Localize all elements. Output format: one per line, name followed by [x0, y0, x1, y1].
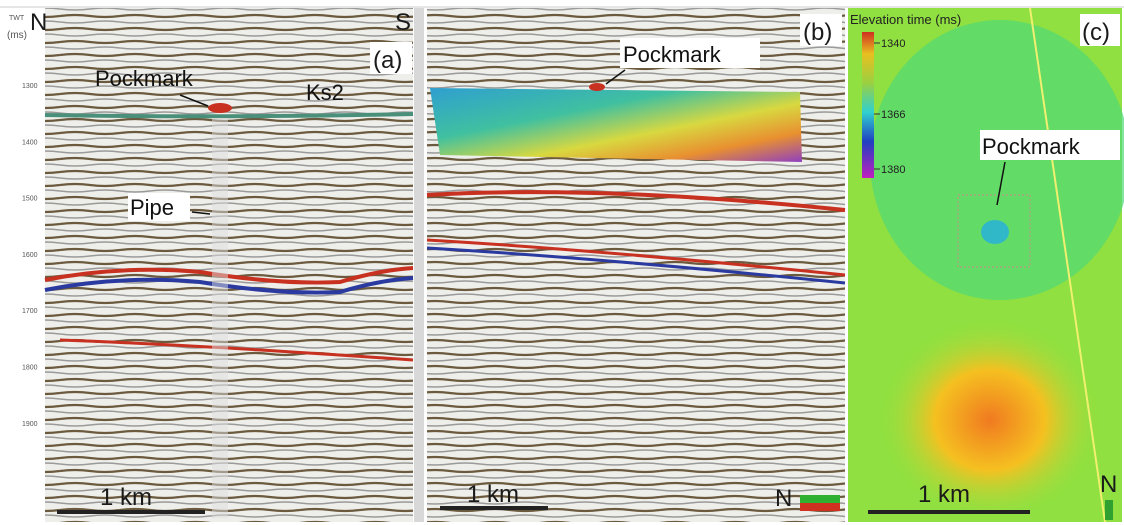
- panel-c: Elevation time (ms) 1340 1366 1380 (c) Poc…: [848, 8, 1124, 522]
- page: {"panel_a": {"axis_title_line1": "TWT", …: [0, 0, 1124, 525]
- axis-ticks: 1300 1400 1500 1600 1700 1800 1900: [22, 83, 38, 428]
- axis-title: (ms): [7, 30, 27, 41]
- tick-label: 1800: [22, 365, 38, 372]
- north-arrow: [800, 495, 840, 503]
- pockmark-feature: [589, 83, 605, 91]
- seismic-section: [427, 8, 845, 522]
- tick-label: 1600: [22, 252, 38, 259]
- scale-bar-label: 1 km: [918, 481, 970, 508]
- pipe-feature: [212, 118, 228, 518]
- pockmark-feature: [981, 220, 1009, 244]
- north-arrow: [800, 503, 840, 511]
- tick-label: 1700: [22, 308, 38, 315]
- annotation: Pockmark: [982, 134, 1081, 159]
- direction-label: S: [395, 9, 411, 36]
- panel-label: (b): [803, 19, 832, 46]
- north-arrow-label: N: [1100, 471, 1117, 498]
- tick-label: 1500: [22, 196, 38, 203]
- direction-label: N: [30, 9, 47, 36]
- panel-label: (a): [373, 47, 402, 74]
- colorbar: [862, 32, 874, 178]
- horizon-surface: [430, 88, 802, 162]
- tick-label: 1300: [22, 83, 38, 90]
- map-high: [880, 320, 1100, 520]
- annotation: Pipe: [130, 195, 174, 220]
- tick-label: 1400: [22, 139, 38, 146]
- colorbar-title: Elevation time (ms): [850, 12, 961, 27]
- figure: TWT (ms) 1300140015001600170018001900 N …: [0, 0, 1124, 525]
- colorbar-tick-label: 1340: [881, 38, 905, 50]
- axis-title: TWT: [9, 15, 25, 22]
- pockmark-feature: [208, 103, 232, 113]
- annotation: Pockmark: [623, 42, 722, 67]
- annotation: Ks2: [306, 80, 344, 105]
- north-arrow-label: N: [775, 485, 792, 512]
- scale-bar-label: 1 km: [467, 481, 519, 508]
- colorbar-tick-label: 1366: [881, 109, 905, 121]
- tick-label: 1900: [22, 421, 38, 428]
- colorbar-tick-label: 1380: [881, 164, 905, 176]
- annotation: Pockmark: [95, 66, 194, 91]
- scale-bar-label: 1 km: [100, 484, 152, 511]
- horizon-line: [45, 114, 413, 116]
- panel-label: (c): [1082, 19, 1110, 46]
- north-arrow: [1105, 500, 1113, 520]
- panel-b: Pockmark (b) 1 km N: [427, 8, 845, 522]
- divider: [414, 8, 424, 522]
